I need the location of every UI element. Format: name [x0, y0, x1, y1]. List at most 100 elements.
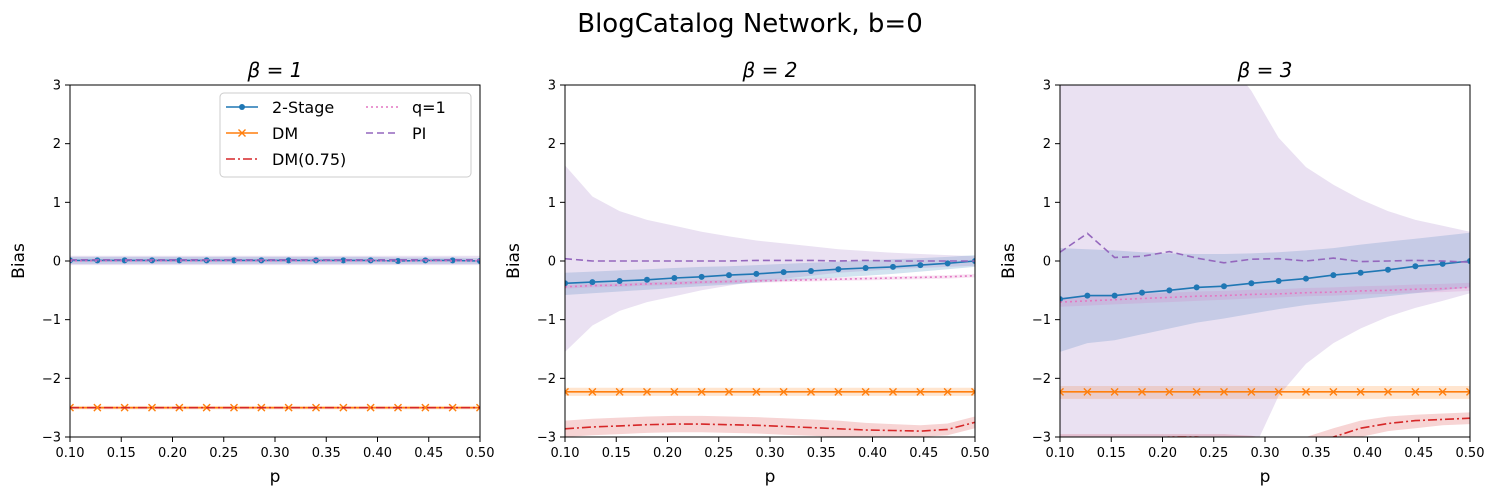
point-2-stage [698, 273, 705, 280]
y-tick-label: 1 [548, 196, 556, 211]
point-dm [1110, 387, 1119, 396]
point-2-stage [835, 266, 842, 273]
band-pi [1060, 85, 1470, 437]
point-2-stage [1221, 283, 1227, 290]
y-tick-label: 2 [1043, 137, 1051, 152]
y-tick-label: −1 [537, 313, 556, 328]
y-tick-label: −3 [537, 431, 556, 446]
panel-title: β = 2 [742, 58, 798, 82]
point-dm [1274, 387, 1283, 396]
x-tick-label: 0.30 [261, 446, 290, 461]
y-tick-label: 3 [53, 79, 61, 94]
point-dm [752, 387, 761, 396]
figure-title: BlogCatalog Network, b=0 [577, 9, 923, 39]
point-2-stage [1166, 287, 1173, 294]
y-tick-label: −1 [1032, 313, 1051, 328]
x-axis-label: p [270, 467, 281, 487]
legend: 2-Stage DM DM(0.75) q=1 PI [219, 92, 472, 178]
x-tick-label: 0.40 [1353, 446, 1382, 461]
x-tick-label: 0.15 [107, 446, 136, 461]
point-2-stage [1193, 284, 1200, 291]
y-tick-label: −2 [537, 372, 556, 387]
point-2-stage [862, 265, 869, 272]
series-line-q-1 [1060, 286, 1470, 303]
series-line-2-stage [565, 260, 975, 285]
point-2-stage [1275, 277, 1282, 284]
point-dm [834, 387, 843, 396]
panel-2: 0.10 0.15 0.20 0.25 0.30 0.35 0.40 0.45 0.50 −3 −2… [504, 58, 989, 487]
x-tick-label: 0.35 [807, 446, 836, 461]
point-2-stage [616, 277, 623, 284]
point-dm [889, 387, 897, 396]
point-2-stage [780, 269, 787, 276]
x-tick-label: 0.10 [1046, 446, 1075, 461]
y-tick-label: 1 [53, 196, 61, 211]
y-tick-label: 3 [548, 79, 556, 94]
y-axis-label: Bias [504, 243, 524, 279]
point-2-stage [449, 257, 456, 264]
point-dm [1192, 387, 1201, 396]
point-2-stage [176, 257, 183, 264]
y-tick-label: 0 [548, 255, 556, 270]
x-tick-label: 0.25 [1199, 446, 1228, 461]
point-2-stage [1467, 258, 1470, 264]
y-tick-label: −2 [1032, 372, 1051, 387]
y-tick-label: 0 [53, 255, 61, 270]
x-axis-label: p [1260, 467, 1271, 487]
point-dm [1411, 387, 1420, 396]
plot-area [70, 255, 480, 412]
x-tick-label: 0.15 [1097, 446, 1126, 461]
x-tick-label: 0.45 [909, 446, 938, 461]
point-2-stage [1330, 272, 1337, 279]
point-2-stage [1248, 280, 1255, 287]
point-dm [588, 387, 597, 396]
point-dm [807, 387, 815, 396]
point-dm [1247, 387, 1256, 396]
point-dm [643, 387, 651, 396]
panel-1: 0.10 0.15 0.20 0.25 0.30 0.35 0.40 0.45 0.50 −3 −2… [9, 58, 494, 487]
x-tick-label: 0.20 [653, 446, 682, 461]
band-pi [565, 165, 975, 352]
point-dm [943, 387, 952, 396]
point-dm [1138, 387, 1146, 396]
point-dm [861, 387, 870, 396]
point-dm [1302, 387, 1310, 396]
point-dm [565, 387, 569, 396]
y-tick-label: 3 [1043, 79, 1051, 94]
y-tick-label: −1 [42, 313, 61, 328]
point-dm [1083, 387, 1092, 396]
y-tick-label: 2 [548, 137, 556, 152]
legend-marker-2-stage [239, 104, 245, 110]
point-dm [1220, 387, 1228, 396]
point-2-stage [565, 280, 568, 287]
point-2-stage [808, 267, 814, 274]
panel-title: β = 1 [247, 58, 303, 82]
point-2-stage [121, 257, 128, 264]
point-2-stage [340, 257, 347, 264]
plot-area [1060, 85, 1470, 437]
point-dm [779, 387, 788, 396]
point-2-stage [1060, 296, 1063, 303]
x-tick-label: 0.30 [756, 446, 785, 461]
point-2-stage [1385, 266, 1391, 273]
x-tick-label: 0.50 [961, 446, 990, 461]
point-2-stage [1439, 260, 1446, 267]
x-tick-label: 0.10 [56, 446, 85, 461]
point-2-stage [1139, 289, 1145, 296]
x-tick-label: 0.45 [414, 446, 443, 461]
point-dm [421, 403, 430, 412]
point-2-stage [589, 279, 596, 286]
y-axis-label: Bias [999, 243, 1019, 279]
point-dm [670, 387, 679, 396]
x-tick-label: 0.50 [1456, 446, 1485, 461]
point-2-stage [644, 276, 650, 283]
series-line-q-1 [565, 274, 975, 288]
y-axis-label: Bias [9, 243, 29, 279]
point-2-stage [1303, 275, 1309, 282]
x-tick-label: 0.35 [312, 446, 341, 461]
legend-label-2-stage: 2-Stage [272, 98, 334, 117]
point-dm [1384, 387, 1392, 396]
x-axis-label: p [765, 467, 776, 487]
series-line-pi [565, 257, 975, 262]
point-dm [366, 403, 375, 412]
